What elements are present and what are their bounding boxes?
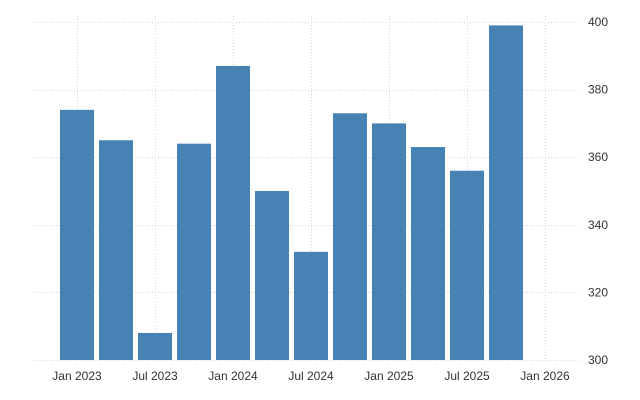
bar-2025-04 xyxy=(411,147,445,360)
bar-2025-10 xyxy=(489,25,523,360)
y-tick-label: 400 xyxy=(588,15,608,29)
x-tick-label: Jul 2023 xyxy=(132,369,178,383)
bar-2023-01 xyxy=(60,109,94,360)
bar-2025-01 xyxy=(372,123,406,361)
bar-2025-07 xyxy=(450,170,484,360)
y-tick-label: 360 xyxy=(588,150,608,164)
x-tick-label: Jul 2024 xyxy=(288,369,334,383)
x-tick-label: Jul 2025 xyxy=(444,369,490,383)
x-tick-label: Jan 2026 xyxy=(520,369,570,383)
bar-2024-10 xyxy=(333,113,367,360)
bar-2023-10 xyxy=(177,143,211,360)
bar-2023-04 xyxy=(99,140,133,360)
y-tick-label: 320 xyxy=(588,285,608,299)
bar-2024-07 xyxy=(294,251,328,360)
bars xyxy=(60,25,523,361)
x-axis: Jan 2023 Jul 2023 Jan 2024 Jul 2024 Jan 2025… xyxy=(52,369,570,383)
x-tick-label: Jan 2023 xyxy=(52,369,102,383)
bar-2024-01 xyxy=(216,65,250,360)
y-axis: 300 320 340 360 380 400 xyxy=(588,15,608,367)
bar-2024-04 xyxy=(255,191,289,360)
y-tick-label: 340 xyxy=(588,218,608,232)
bar-2023-07 xyxy=(138,332,172,360)
y-tick-label: 300 xyxy=(588,353,608,367)
x-tick-label: Jan 2024 xyxy=(208,369,258,383)
x-tick-label: Jan 2025 xyxy=(364,369,414,383)
y-tick-label: 380 xyxy=(588,83,608,97)
